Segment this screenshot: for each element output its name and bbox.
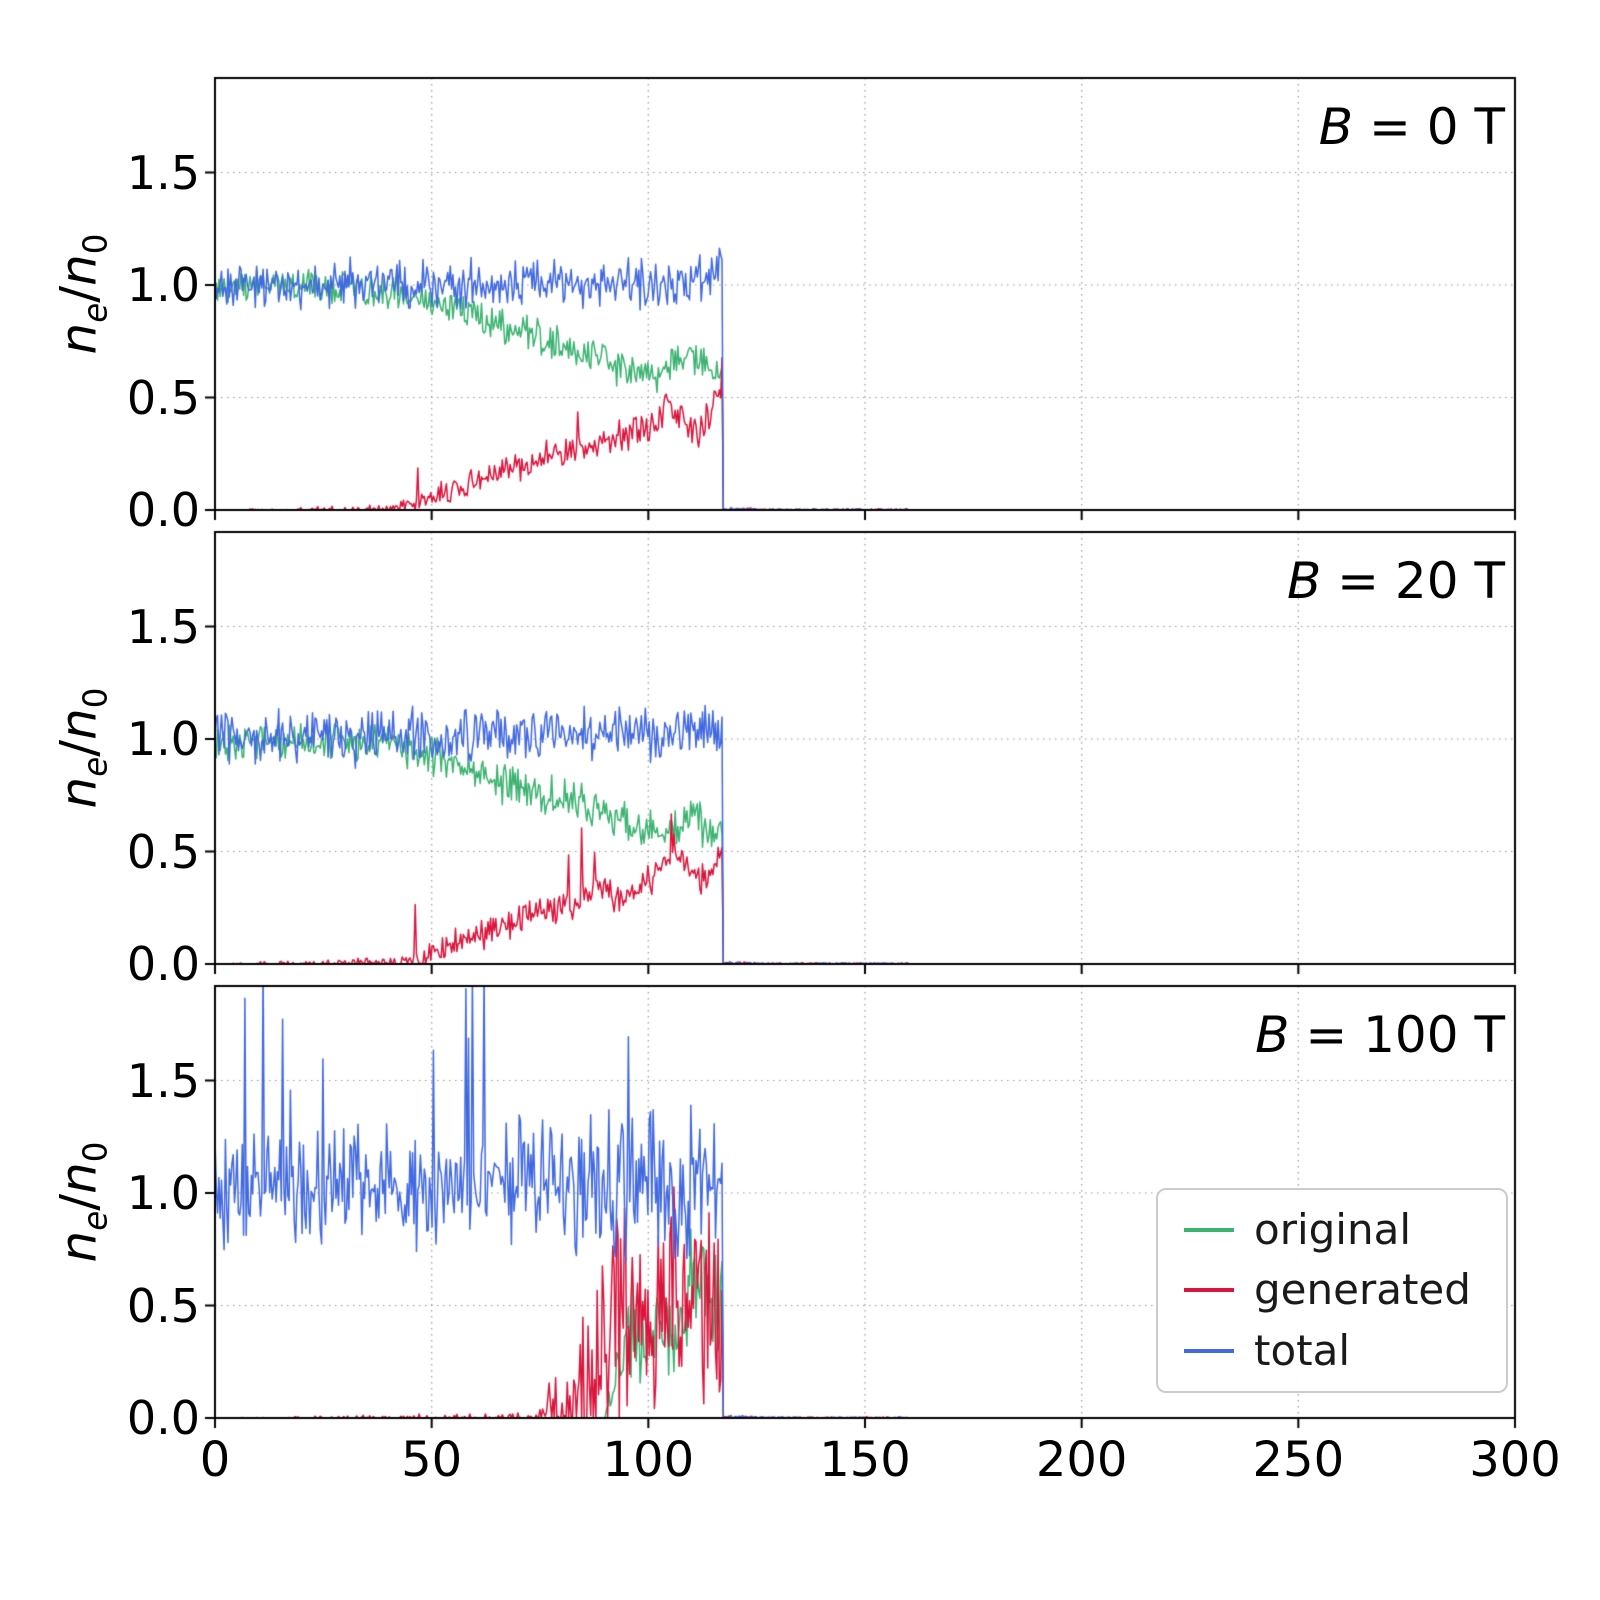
y-axis-label-panel1: ne/n0 bbox=[49, 233, 115, 355]
x-tick-label-100: 100 bbox=[602, 1432, 695, 1488]
legend-line-original-icon bbox=[1184, 1228, 1234, 1233]
y-tick-label-panel2-1.5: 1.5 bbox=[126, 599, 200, 654]
x-tick-label-0: 0 bbox=[199, 1432, 231, 1488]
legend: original generated total bbox=[1156, 1188, 1508, 1393]
x-tick-label-300: 300 bbox=[1469, 1432, 1561, 1488]
legend-label-original: original bbox=[1254, 1205, 1411, 1254]
panel-label-value: = 100 T bbox=[1289, 1006, 1505, 1064]
panel-label-b-0t: B = 0 T bbox=[1319, 98, 1505, 156]
panel-label-value: = 0 T bbox=[1353, 98, 1505, 156]
legend-label-generated: generated bbox=[1254, 1265, 1471, 1315]
x-tick-label-150: 150 bbox=[819, 1432, 911, 1488]
legend-item-original: original bbox=[1184, 1205, 1480, 1254]
y-tick-label-panel2-0.5: 0.5 bbox=[126, 824, 200, 879]
panel-label-b-100t: B = 100 T bbox=[1255, 1006, 1505, 1064]
legend-line-total-icon bbox=[1184, 1348, 1234, 1353]
y-tick-label-panel1-0.0: 0.0 bbox=[126, 483, 200, 537]
panel-label-value: = 20 T bbox=[1321, 552, 1505, 610]
panel-label-symbol: B bbox=[1286, 552, 1322, 610]
legend-item-total: total bbox=[1184, 1325, 1480, 1375]
y-tick-label-panel1-1.0: 1.0 bbox=[126, 258, 200, 312]
legend-item-generated: generated bbox=[1184, 1265, 1480, 1315]
legend-line-generated-icon bbox=[1184, 1288, 1234, 1293]
x-tick-label-200: 200 bbox=[1035, 1432, 1128, 1488]
y-tick-label-panel3-0.5: 0.5 bbox=[126, 1278, 200, 1333]
panel-label-b-20t: B = 20 T bbox=[1287, 552, 1505, 610]
y-tick-label-panel3-1.5: 1.5 bbox=[126, 1053, 200, 1108]
y-tick-label-panel2-0.0: 0.0 bbox=[126, 937, 200, 991]
y-tick-label-panel1-1.5: 1.5 bbox=[126, 145, 200, 200]
legend-label-total: total bbox=[1254, 1325, 1351, 1375]
y-tick-label-panel3-0.0: 0.0 bbox=[126, 1391, 200, 1445]
y-axis-label-panel3: ne/n0 bbox=[49, 1141, 115, 1263]
y-axis-label-panel2: ne/n0 bbox=[49, 687, 115, 809]
panel-label-symbol: B bbox=[1255, 1006, 1290, 1064]
y-tick-label-panel1-0.5: 0.5 bbox=[126, 370, 200, 425]
y-tick-label-panel2-1.0: 1.0 bbox=[126, 712, 200, 766]
panel-label-symbol: B bbox=[1318, 98, 1354, 156]
x-tick-label-50: 50 bbox=[401, 1432, 463, 1488]
x-tick-label-250: 250 bbox=[1252, 1432, 1345, 1488]
y-tick-label-panel3-1.0: 1.0 bbox=[126, 1166, 200, 1220]
